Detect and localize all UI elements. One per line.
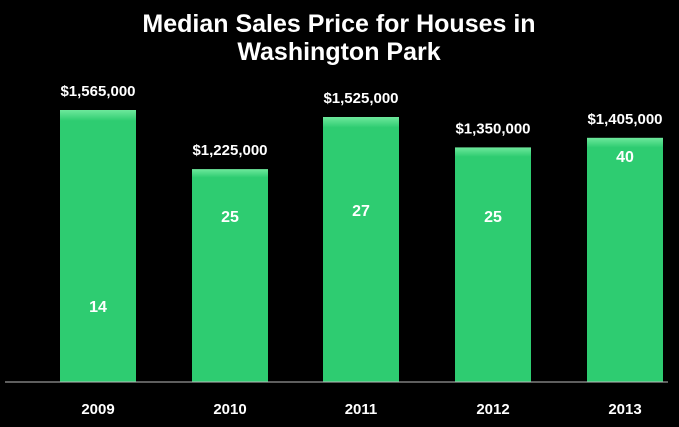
bar-2011 [323, 117, 399, 382]
bar-2012 [455, 147, 531, 382]
count-label-2012: 25 [484, 209, 502, 226]
x-tick-2012: 2012 [476, 401, 509, 418]
chart-title-line-1: Median Sales Price for Houses in [142, 10, 535, 38]
x-tick-2011: 2011 [345, 401, 378, 418]
x-tick-2010: 2010 [213, 401, 246, 418]
value-label-2011: $1,525,000 [323, 90, 398, 107]
count-label-2010: 25 [221, 209, 239, 226]
bar-2013 [587, 137, 663, 382]
x-tick-2009: 2009 [81, 401, 114, 418]
count-label-2013: 40 [616, 149, 634, 166]
x-tick-2013: 2013 [608, 401, 641, 418]
bars-layer [60, 110, 663, 382]
bar-2010 [192, 169, 268, 382]
count-label-2009: 14 [89, 299, 107, 316]
value-label-2012: $1,350,000 [455, 120, 530, 137]
value-label-2010: $1,225,000 [192, 142, 267, 159]
value-label-2009: $1,565,000 [60, 83, 135, 100]
bar-2009 [60, 110, 136, 382]
count-label-2011: 27 [352, 203, 370, 220]
chart-title-line-2: Washington Park [237, 38, 440, 66]
value-label-2013: $1,405,000 [587, 111, 662, 128]
labels-layer: $1,565,000 14 2009 $1,225,000 25 2010 $1,525,0… [60, 83, 662, 418]
